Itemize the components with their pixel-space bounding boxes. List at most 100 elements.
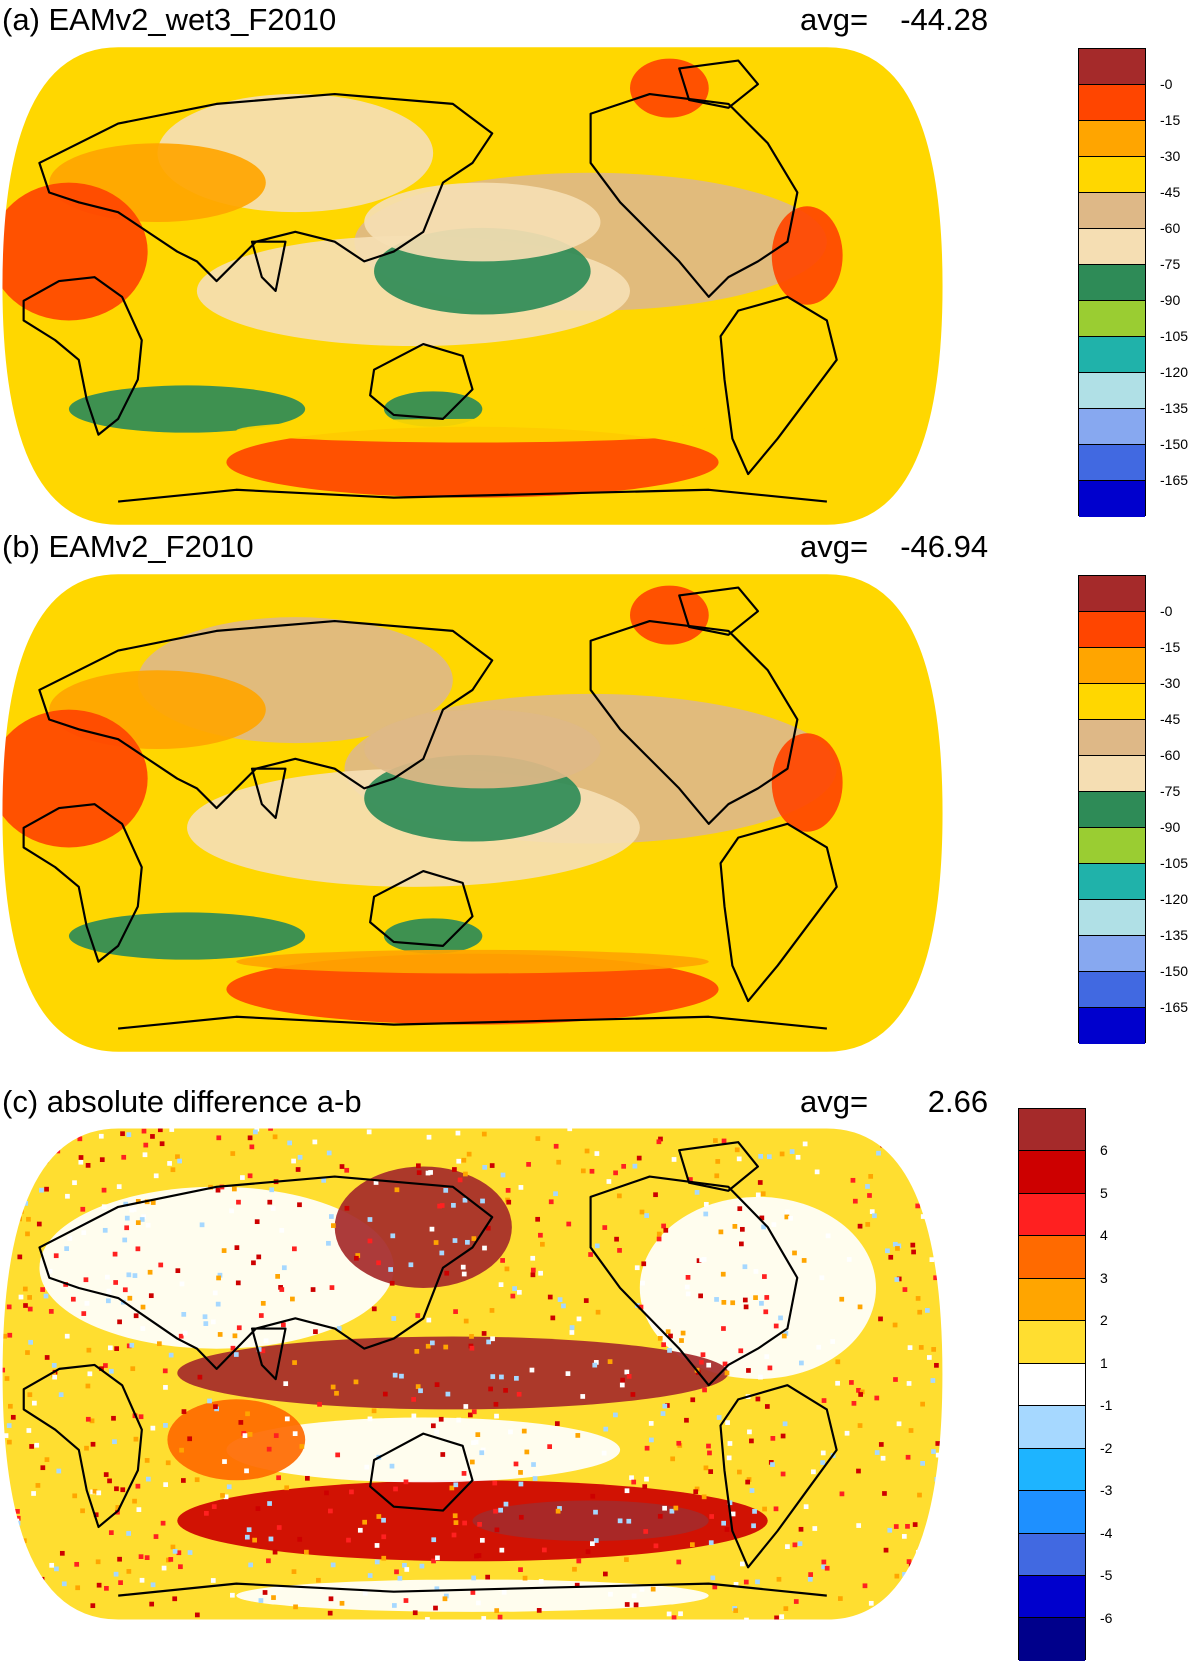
field-cell: [629, 1475, 634, 1481]
field-cell: [920, 1401, 926, 1407]
field-cell: [153, 1173, 159, 1179]
field-cell: [251, 1260, 256, 1266]
field-cell: [569, 1325, 575, 1330]
field-cell: [518, 1185, 524, 1190]
field-cell: [684, 1284, 690, 1290]
field-cell: [503, 1501, 509, 1507]
field-cell: [885, 1248, 890, 1254]
field-cell: [471, 1409, 477, 1415]
field-cell: [865, 1222, 871, 1227]
field-cell: [8, 1501, 13, 1506]
field-cell: [669, 1508, 675, 1514]
field-cell: [92, 1488, 98, 1494]
field-cell: [792, 1250, 797, 1256]
field-cell: [708, 1469, 714, 1474]
field-cell: [576, 1558, 582, 1564]
field-cell: [116, 1184, 122, 1189]
field-cell: [439, 1250, 445, 1256]
field-cell: [222, 1459, 227, 1464]
field-cell: [81, 1230, 87, 1236]
field-cell: [17, 1162, 22, 1167]
field-cell: [778, 1315, 783, 1321]
field-cell: [330, 1562, 336, 1568]
field-cell: [373, 1180, 379, 1185]
field-cell: [260, 1348, 266, 1354]
field-cell: [178, 1333, 184, 1339]
field-cell: [640, 1280, 645, 1286]
field-cell: [371, 1408, 377, 1414]
field-cell: [471, 1236, 477, 1241]
field-cell: [80, 1508, 85, 1514]
field-region: [383, 391, 483, 427]
field-cell: [367, 1573, 373, 1578]
field-cell: [317, 1401, 322, 1407]
field-cell: [7, 1553, 12, 1559]
field-cell: [512, 1286, 517, 1291]
field-cell: [90, 1441, 96, 1447]
field-cell: [757, 1180, 763, 1185]
field-cell: [494, 1413, 499, 1419]
field-cell: [258, 1598, 264, 1603]
field-cell: [555, 1508, 561, 1514]
field-cell: [485, 1225, 491, 1231]
field-cell: [658, 1136, 663, 1142]
field-cell: [247, 1173, 253, 1179]
field-cell: [910, 1242, 916, 1248]
field-cell: [761, 1224, 766, 1230]
field-cell: [169, 1127, 175, 1132]
australia-outline: [369, 1432, 474, 1512]
field-cell: [135, 1220, 141, 1226]
field-cell: [291, 1569, 297, 1574]
field-cell: [835, 1359, 841, 1365]
field-cell: [121, 1154, 127, 1160]
field-cell: [725, 1420, 730, 1425]
field-cell: [252, 1537, 257, 1543]
field-cell: [230, 1345, 236, 1351]
field-cell: [745, 1479, 751, 1485]
field-cell: [801, 1258, 807, 1263]
field-cell: [477, 1522, 482, 1527]
colorbar-swatch: [1019, 1109, 1085, 1152]
field-cell: [44, 1457, 50, 1462]
field-cell: [857, 1304, 863, 1310]
field-cell: [500, 1258, 505, 1263]
field-cell: [133, 1313, 139, 1319]
field-cell: [921, 1598, 927, 1604]
field-cell: [271, 1595, 276, 1600]
field-cell: [500, 1172, 506, 1178]
field-cell: [47, 1591, 53, 1597]
field-cell: [144, 1555, 150, 1560]
field-cell: [589, 1168, 595, 1174]
field-cell: [99, 1157, 105, 1163]
colorbar-swatch: [1079, 49, 1145, 85]
field-region: [236, 418, 709, 443]
field-cell: [72, 1493, 78, 1499]
field-cell: [480, 1447, 486, 1453]
field-cell: [721, 1326, 726, 1331]
field-cell: [326, 1150, 332, 1156]
field-cell: [26, 1428, 32, 1433]
field-cell: [531, 1462, 536, 1467]
field-cell: [129, 1207, 134, 1213]
field-cell: [247, 1135, 253, 1141]
field-cell: [330, 1384, 336, 1390]
field-cell: [917, 1309, 923, 1315]
field-cell: [58, 1392, 64, 1398]
field-cell: [238, 1420, 244, 1425]
field-cell: [811, 1469, 816, 1475]
field-cell: [779, 1151, 785, 1157]
field-cell: [602, 1225, 608, 1230]
field-cell: [685, 1274, 691, 1280]
field-cell: [7, 1439, 12, 1445]
colorbar-swatch: [1079, 229, 1145, 265]
field-cell: [644, 1213, 650, 1218]
field-cell: [17, 1254, 23, 1260]
field-cell: [684, 1417, 689, 1423]
field-cell: [108, 1530, 114, 1536]
field-cell: [901, 1534, 907, 1539]
field-cell: [499, 1374, 504, 1380]
field-cell: [752, 1509, 757, 1514]
field-cell: [838, 1596, 843, 1601]
field-cell: [299, 1444, 305, 1449]
eurasia-outline: [38, 1175, 494, 1370]
